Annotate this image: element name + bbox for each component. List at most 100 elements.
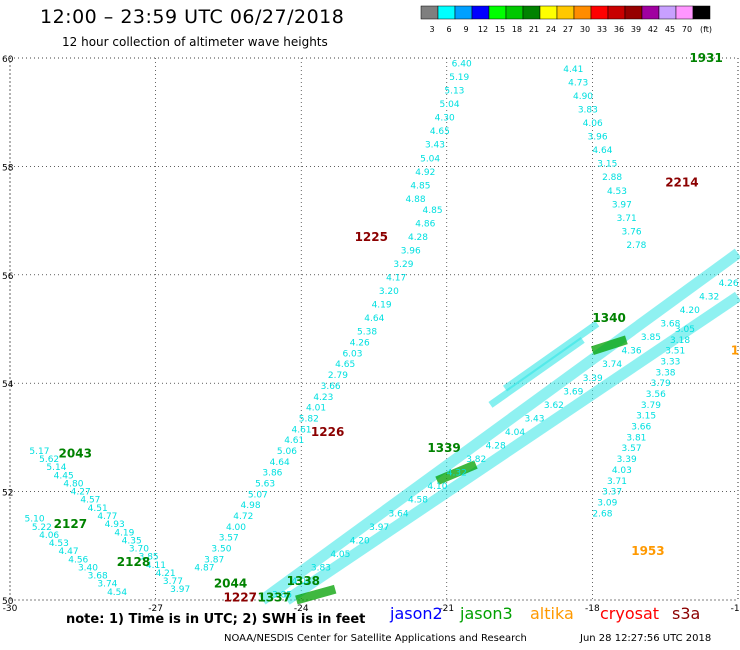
time-label: 2043 [59, 447, 92, 461]
altimeter-swaths [259, 248, 740, 605]
wave-height-point: 3.85 [139, 553, 159, 563]
dense-swath [259, 248, 740, 605]
wave-height-point: 3.74 [97, 580, 117, 590]
scale-label: 18 [512, 25, 522, 34]
wave-height-point: 3.71 [617, 214, 637, 224]
scale-label: 9 [463, 25, 468, 34]
scale-label: 45 [665, 25, 675, 34]
swath-cluster [435, 460, 478, 485]
wave-height-point: 2.88 [602, 173, 622, 183]
wave-height-point: 5.06 [277, 447, 297, 457]
dense-swath [283, 291, 740, 605]
wave-height-point: 3.57 [622, 444, 642, 454]
map-axes: -30 -27 -24 -21 -18 -15 50 52 54 56 58 60 [2, 55, 740, 614]
scale-label: 21 [529, 25, 539, 34]
wave-height-point: 3.81 [626, 433, 646, 443]
wave-height-point: 3.83 [311, 563, 331, 573]
wave-height-point: 4.26 [350, 339, 370, 349]
footer-note: note: 1) Time is in UTC; 2) SWH is in fe… [66, 612, 366, 627]
wave-height-point: 5.22 [32, 523, 52, 533]
scale-label: 30 [580, 25, 590, 34]
legend-jason2: jason2 [390, 604, 443, 623]
wave-height-point: 2.68 [592, 509, 612, 519]
wave-height-point: 4.87 [194, 563, 214, 573]
wave-height-point: 4.45 [54, 471, 74, 481]
scale-label: 70 [682, 25, 692, 34]
wave-height-point: 4.28 [486, 442, 506, 452]
dense-swath [488, 336, 585, 408]
chart-title: 12:00 – 23:59 UTC 06/27/2018 [40, 6, 345, 28]
wave-height-point: 3.85 [272, 591, 292, 601]
wave-height-point: 4.36 [622, 347, 642, 357]
wave-height-point: 3.79 [641, 401, 661, 411]
wave-height-point: 4.56 [68, 555, 88, 565]
wave-height-point: 5.38 [357, 328, 377, 338]
legend-cryosat: cryosat [600, 604, 660, 623]
scale-label: 15 [495, 25, 505, 34]
wave-height-point: 3.15 [597, 160, 617, 170]
wave-height-point: 3.20 [379, 287, 399, 297]
color-swatch [437, 5, 456, 20]
wave-height-point: 3.96 [588, 133, 608, 143]
wave-height-point: 3.97 [369, 523, 389, 533]
scale-label: 12 [478, 25, 488, 34]
wave-height-point: 4.35 [122, 536, 142, 546]
time-label: 1953 [631, 544, 664, 558]
wave-height-point: 4.10 [427, 482, 447, 492]
wave-height-point: 3.51 [665, 347, 685, 357]
wave-height-point: 3.09 [597, 498, 617, 508]
time-label: 1225 [355, 230, 388, 244]
wave-height-point: 4.65 [430, 127, 450, 137]
wave-height-point: 3.43 [524, 414, 544, 424]
wave-height-point: 3.05 [675, 325, 695, 335]
wave-height-point: 4.85 [423, 206, 443, 216]
wave-height-point: 6.03 [342, 349, 362, 359]
x-tick-label: -18 [585, 604, 600, 614]
y-tick-label: 56 [2, 272, 14, 282]
wave-height-point: 3.71 [607, 477, 627, 487]
wave-height-point: 3.68 [88, 572, 108, 582]
time-label: 2128 [117, 555, 150, 569]
wave-height-point: 3.66 [321, 382, 341, 392]
color-swatch [692, 5, 711, 20]
wave-height-point: 4.53 [607, 187, 627, 197]
wave-height-point: 3.77 [163, 577, 183, 587]
color-swatch [573, 5, 592, 20]
wave-height-point: 4.86 [415, 219, 435, 229]
wave-height-point: 4.80 [63, 479, 83, 489]
scale-label: 36 [614, 25, 624, 34]
color-scale-legend: 3 6 9 12 15 18 21 24 27 30 33 36 39 42 45 70 (ft) [420, 5, 712, 34]
wave-height-point: 3.39 [583, 374, 603, 384]
x-tick-label: -30 [3, 604, 18, 614]
wave-height-point: 3.76 [622, 227, 642, 237]
color-swatch [454, 5, 473, 20]
wave-height-point: 4.11 [146, 561, 166, 571]
wave-height-point: 3.62 [544, 401, 564, 411]
wave-height-point: 3.74 [602, 360, 622, 370]
time-label: 2127 [54, 517, 87, 531]
wave-height-point: 4.17 [386, 274, 406, 284]
wave-height-point: 3.15 [636, 412, 656, 422]
wave-height-point: 4.98 [241, 501, 261, 511]
wave-height-point: 4.85 [410, 181, 430, 191]
wave-height-point: 4.02 [291, 577, 311, 587]
wave-height-point: 3.33 [660, 358, 680, 368]
footer-credit: NOAA/NESDIS Center for Satellite Applica… [224, 633, 527, 644]
color-swatch [556, 5, 575, 20]
wave-height-point: 3.56 [646, 390, 666, 400]
time-label: 2214 [665, 176, 698, 190]
wave-height-point: 4.20 [680, 306, 700, 316]
x-tick-label: -15 [731, 604, 740, 614]
color-swatch [675, 5, 694, 20]
wave-height-point: 3.83 [578, 105, 598, 115]
wave-height-point: 4.41 [563, 65, 583, 75]
wave-height-point: 3.70 [129, 545, 149, 555]
wave-height-point: 5.13 [444, 87, 464, 97]
wave-height-point: 3.97 [612, 200, 632, 210]
wave-height-point: 4.61 [291, 425, 311, 435]
wave-height-point: 4.19 [372, 301, 392, 311]
wave-height-point: 5.82 [299, 414, 319, 424]
wave-height-point: 3.43 [425, 141, 445, 151]
wave-height-point: 3.79 [651, 379, 671, 389]
